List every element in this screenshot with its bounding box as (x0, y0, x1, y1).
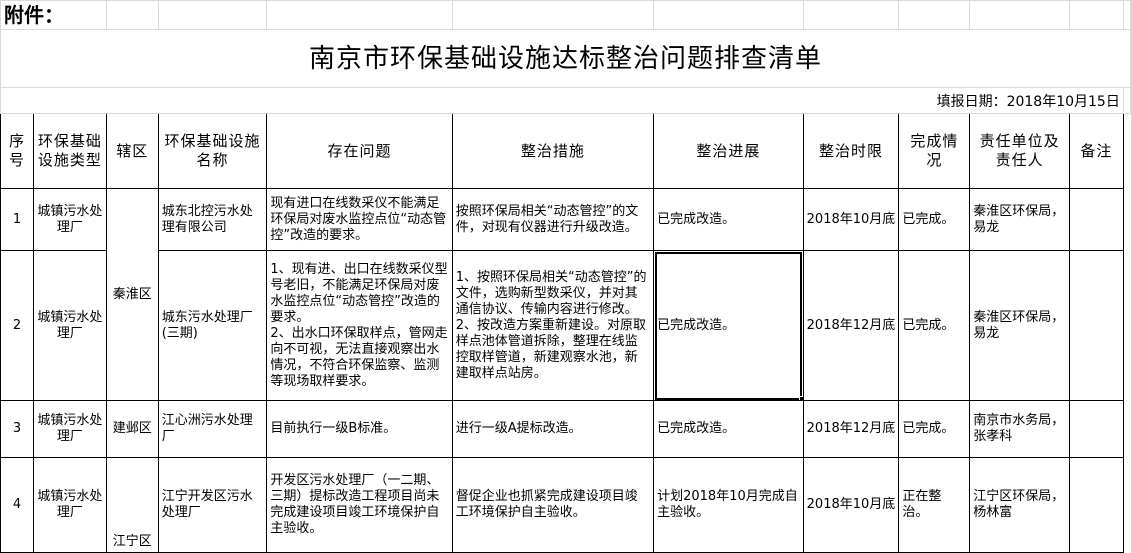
cell[interactable] (1122, 87, 1131, 114)
cell[interactable] (266, 0, 453, 30)
cell-progress[interactable]: 已完成改造。 (653, 400, 804, 458)
cell[interactable] (157, 0, 268, 30)
cell-measure[interactable]: 按照环保局相关“动态管控”的文件，对现有仪器进行升级改造。 (451, 188, 655, 251)
cell-deadline[interactable]: 2018年12月底 (802, 400, 900, 458)
table-row: 2 城镇污水处理厂 城东污水处理厂(三期) 1、现有进、出口在线数采仪型号老旧，… (0, 250, 1131, 401)
cell-progress[interactable]: 计划2018年10月完成自主验收。 (653, 457, 804, 553)
attachment-label[interactable]: 附件： (0, 0, 107, 30)
cell-owner[interactable]: 秦淮区环保局，易龙 (969, 250, 1070, 401)
cell-status[interactable]: 正在整治。 (898, 457, 971, 553)
cell[interactable] (969, 0, 1070, 30)
cell-progress-selected[interactable]: 已完成改造。 (653, 250, 804, 401)
cell-deadline[interactable]: 2018年10月底 (802, 188, 900, 251)
cell-name[interactable]: 城东污水处理厂(三期) (157, 250, 268, 401)
table-row: 1 城镇污水处理厂 秦淮区 城东北控污水处理有限公司 现有进口在线数采仪不能满足… (0, 188, 1131, 401)
cell-note[interactable] (1068, 250, 1124, 401)
header-progress[interactable]: 整治进展 (653, 113, 804, 189)
cell[interactable] (653, 0, 804, 30)
cell-status[interactable]: 已完成。 (898, 188, 971, 251)
cell-note[interactable] (1068, 188, 1124, 251)
header-name[interactable]: 环保基础设施名称 (157, 113, 268, 189)
table-row: 3 城镇污水处理厂 建邺区 江心洲污水处理厂 目前执行一级B标准。 进行一级A提… (0, 400, 1131, 458)
cell-no[interactable]: 4 (0, 457, 34, 553)
cell-district[interactable]: 秦淮区 (105, 188, 159, 401)
cell[interactable] (1068, 0, 1124, 30)
header-note[interactable]: 备注 (1068, 113, 1124, 189)
header-owner[interactable]: 责任单位及责任人 (969, 113, 1070, 189)
cell-name[interactable]: 城东北控污水处理有限公司 (157, 188, 268, 251)
header-type[interactable]: 环保基础设施类型 (32, 113, 107, 189)
header-deadline[interactable]: 整治时限 (802, 113, 900, 189)
cell-progress[interactable]: 已完成改造。 (653, 188, 804, 251)
cell-deadline[interactable]: 2018年10月底 (802, 457, 900, 553)
cell-name[interactable]: 江宁开发区污水处理厂 (157, 457, 268, 553)
cell-district[interactable]: 建邺区 (105, 400, 159, 458)
cell-measure[interactable]: 督促企业也抓紧完成建设项目竣工环境保护自主验收。 (451, 457, 655, 553)
header-no[interactable]: 序号 (0, 113, 34, 189)
cell-owner[interactable]: 江宁区环保局，杨林富 (969, 457, 1070, 553)
report-date[interactable]: 填报日期：2018年10月15日 (0, 87, 1124, 114)
cell[interactable] (1122, 0, 1131, 30)
cell-progress-text: 已完成改造。 (657, 317, 736, 333)
cell-note[interactable] (1068, 457, 1124, 553)
cell-issue[interactable]: 1、现有进、出口在线数采仪型号老旧，不能满足环保局对废水监控点位“动态管控”改造… (266, 250, 453, 401)
cell-issue[interactable]: 现有进口在线数采仪不能满足环保局对废水监控点位“动态管控”改造的要求。 (266, 188, 453, 251)
cell-note[interactable] (1068, 400, 1124, 458)
fill-handle[interactable] (798, 396, 803, 400)
cell-deadline[interactable]: 2018年12月底 (802, 250, 900, 401)
cell (1123, 189, 1130, 251)
header-district[interactable]: 辖区 (105, 113, 159, 189)
cell[interactable] (105, 0, 159, 30)
cell-issue[interactable]: 开发区污水处理厂（一二期、三期）提标改造工程项目尚未完成建设项目竣工环境保护自主… (266, 457, 453, 553)
cell-owner[interactable]: 秦淮区环保局，易龙 (969, 188, 1070, 251)
cell (1123, 114, 1130, 189)
cell-name[interactable]: 江心洲污水处理厂 (157, 400, 268, 458)
cell (1123, 251, 1130, 401)
cell-no[interactable]: 3 (0, 400, 34, 458)
cell[interactable] (451, 0, 655, 30)
cell-no[interactable]: 1 (0, 188, 34, 251)
cell-status[interactable]: 已完成。 (898, 250, 971, 401)
cell[interactable] (802, 0, 900, 30)
cell-measure[interactable]: 1、按照环保局相关“动态管控”的文件，选购新型数采仪，并对其通信协议、传输内容进… (451, 250, 655, 401)
header-issue[interactable]: 存在问题 (266, 113, 453, 189)
cell-district[interactable]: 江宁区 (105, 457, 159, 553)
page-title[interactable]: 南京市环保基础设施达标整治问题排查清单 (0, 29, 1131, 88)
cell-measure[interactable]: 进行一级A提标改造。 (451, 400, 655, 458)
cell (1123, 458, 1130, 553)
table-row: 4 城镇污水处理厂 江宁区 江宁开发区污水处理厂 开发区污水处理厂（一二期、三期… (0, 457, 1131, 553)
cell-type[interactable]: 城镇污水处理厂 (32, 250, 107, 401)
cell-type[interactable]: 城镇污水处理厂 (32, 457, 107, 553)
header-status[interactable]: 完成情况 (898, 113, 971, 189)
header-measure[interactable]: 整治措施 (451, 113, 655, 189)
cell-status[interactable]: 已完成。 (898, 400, 971, 458)
cell-owner[interactable]: 南京市水务局，张孝科 (969, 400, 1070, 458)
cell-issue[interactable]: 目前执行一级B标准。 (266, 400, 453, 458)
cell-no[interactable]: 2 (0, 250, 34, 401)
cell-type[interactable]: 城镇污水处理厂 (32, 400, 107, 458)
cell (1123, 401, 1130, 458)
cell[interactable] (898, 0, 971, 30)
cell-type[interactable]: 城镇污水处理厂 (32, 188, 107, 251)
